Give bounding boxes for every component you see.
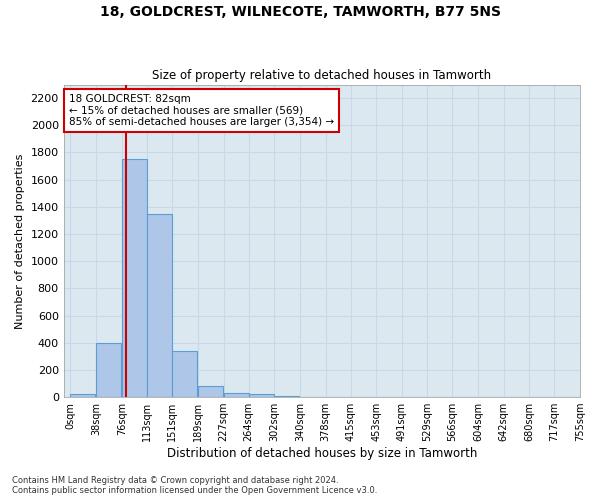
Bar <box>96 342 121 397</box>
Text: 18 GOLDCREST: 82sqm
← 15% of detached houses are smaller (569)
85% of semi-detac: 18 GOLDCREST: 82sqm ← 15% of detached ho… <box>69 94 334 127</box>
Bar <box>198 386 223 397</box>
Bar <box>248 394 274 397</box>
X-axis label: Distribution of detached houses by size in Tamworth: Distribution of detached houses by size … <box>167 447 477 460</box>
Title: Size of property relative to detached houses in Tamworth: Size of property relative to detached ho… <box>152 69 491 82</box>
Bar <box>146 214 172 397</box>
Bar <box>172 351 197 397</box>
Bar <box>224 393 248 397</box>
Text: Contains HM Land Registry data © Crown copyright and database right 2024.
Contai: Contains HM Land Registry data © Crown c… <box>12 476 377 495</box>
Bar <box>122 160 146 397</box>
Bar <box>70 394 95 397</box>
Y-axis label: Number of detached properties: Number of detached properties <box>15 153 25 328</box>
Bar <box>274 396 299 397</box>
Text: 18, GOLDCREST, WILNECOTE, TAMWORTH, B77 5NS: 18, GOLDCREST, WILNECOTE, TAMWORTH, B77 … <box>100 5 500 19</box>
